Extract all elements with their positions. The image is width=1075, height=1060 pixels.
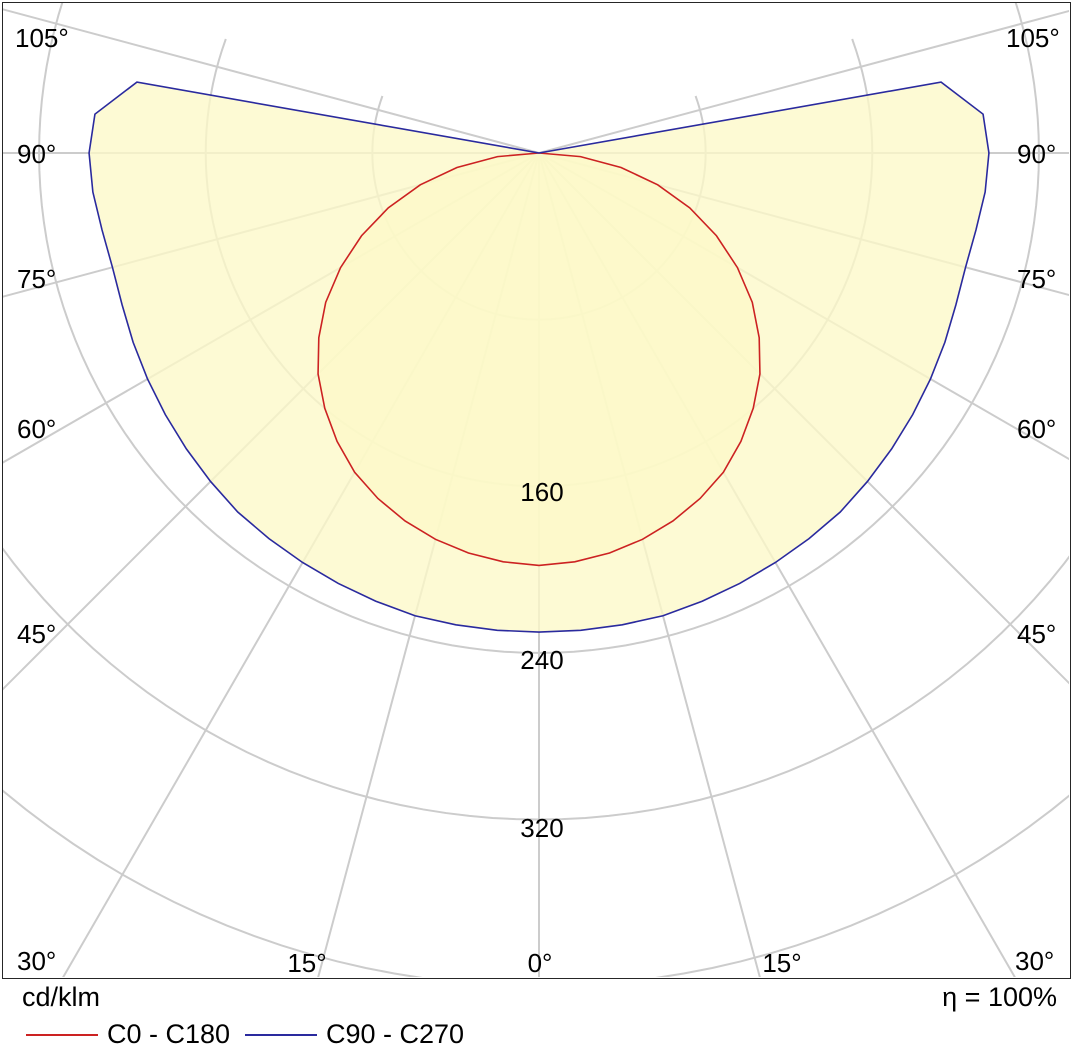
axis-label-left-0: 105° [15,23,69,53]
series-line-c0-c180[interactable] [317,152,761,567]
grid-spoke--105 [3,8,540,154]
axis-label-bottom-2: 15° [762,948,802,978]
series-fill-c90-c270 [89,82,989,633]
axis-label-bottom-0: 15° [287,948,327,978]
legend-label-c0-c180: C0 - C180 [107,1019,231,1049]
axis-label-right-1: 90° [1017,139,1057,169]
legend-label-c90-c270: C90 - C270 [326,1019,465,1049]
plot-frame: 105° 90° 75° 60° 45° 30° 105° 90° 75° 60° 45° 30° 15… [2,2,1071,979]
radial-tick-label-2: 320 [520,813,564,843]
axis-label-left-1: 90° [17,139,57,169]
legend-item-c90-c270[interactable]: C90 - C270 [245,1021,464,1048]
axis-label-left-2: 75° [17,264,57,294]
grid-spoke-105 [538,9,1069,154]
polar-diagram [3,3,1069,977]
axis-label-right-5: 30° [1015,946,1055,976]
legend-item-c0-c180[interactable]: C0 - C180 [26,1021,230,1048]
axis-label-right-0: 105° [1006,23,1060,53]
axis-label-right-3: 60° [1017,414,1057,444]
radial-tick-label-0: 160 [520,477,564,507]
data-layer [88,81,990,633]
axis-label-left-3: 60° [17,414,57,444]
series-line-c90-c270[interactable] [88,81,990,633]
axis-label-right-4: 45° [1017,619,1057,649]
axis-label-left-4: 45° [17,619,57,649]
unit-label: cd/klm [22,982,101,1012]
legend-area: cd/klm η = 100% C0 - C180 C90 - C270 [0,979,1075,1060]
legend-swatch-c90-c270 [245,1033,317,1036]
axis-label-right-2: 75° [1017,264,1057,294]
radial-tick-label-1: 240 [520,645,564,675]
axis-label-bottom-1: 0° [527,948,553,978]
legend-swatch-c0-c180 [26,1033,98,1036]
efficiency-label: η = 100% [942,982,1057,1012]
axis-label-left-5: 30° [17,946,57,976]
